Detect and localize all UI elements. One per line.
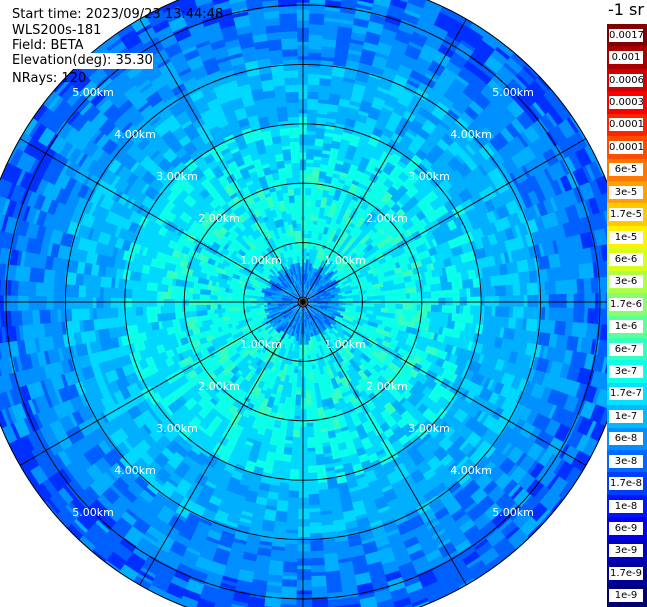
azimuth-spoke bbox=[19, 301, 304, 466]
colorbar-level-label: 0.0003 bbox=[609, 95, 643, 109]
range-label: 2.00km bbox=[366, 212, 408, 225]
colorbar-level-label: 1.7e-9 bbox=[609, 566, 643, 580]
range-label: 5.00km bbox=[492, 506, 534, 519]
range-label: 1.00km bbox=[324, 338, 366, 351]
elevation-label: Elevation(deg): 35.30 bbox=[12, 53, 153, 69]
range-label: 1.00km bbox=[240, 254, 282, 267]
range-label: 5.00km bbox=[72, 506, 114, 519]
colorbar-level-label: 1e-6 bbox=[609, 320, 643, 334]
range-label: 4.00km bbox=[450, 464, 492, 477]
azimuth-spoke bbox=[139, 301, 304, 586]
range-label: 1.00km bbox=[324, 254, 366, 267]
range-label: 3.00km bbox=[408, 422, 450, 435]
range-label: 2.00km bbox=[198, 212, 240, 225]
colorbar-level-label: 1.7e-5 bbox=[609, 208, 643, 222]
colorbar-level-label: 0.0017 bbox=[609, 28, 643, 42]
colorbar-level-label: 1e-8 bbox=[609, 499, 643, 513]
nrays-label: NRays: 120 bbox=[12, 71, 87, 86]
colorbar-level-label: 1.7e-7 bbox=[609, 387, 643, 401]
range-label: 5.00km bbox=[492, 86, 534, 99]
colorbar-level-label: 3e-9 bbox=[609, 544, 643, 558]
colorbar-level-label: 0.001 bbox=[609, 51, 643, 65]
colorbar-level-label: 3e-6 bbox=[609, 275, 643, 289]
range-label: 3.00km bbox=[156, 170, 198, 183]
colorbar-level-label: 0.0001 bbox=[609, 140, 643, 154]
azimuth-spoke bbox=[302, 301, 467, 586]
azimuth-spoke bbox=[302, 18, 467, 303]
range-label: 3.00km bbox=[156, 422, 198, 435]
colorbar-level-label: 1e-5 bbox=[609, 230, 643, 244]
colorbar-level-label: 3e-8 bbox=[609, 454, 643, 468]
range-label: 4.00km bbox=[114, 128, 156, 141]
colorbar-level-label: 3e-5 bbox=[609, 185, 643, 199]
start-time-label: Start time: 2023/09/23 13:44:48 bbox=[12, 7, 224, 22]
range-label: 5.00km bbox=[72, 86, 114, 99]
range-ring-labels: 1.00km 1.00km 1.00km 1.00km 2.00km 2.00km 2.00… bbox=[72, 86, 534, 519]
colorbar: 0.0017 0.001 0.0006 0.0003 0.00017 0.0001 6e-5… bbox=[607, 24, 647, 607]
azimuth-spoke bbox=[139, 18, 304, 303]
field-label: Field: BETA bbox=[12, 38, 84, 53]
colorbar-level-label: 6e-7 bbox=[609, 342, 643, 356]
azimuth-spoke bbox=[302, 301, 587, 466]
range-label: 2.00km bbox=[198, 380, 240, 393]
azimuth-spoke bbox=[302, 138, 587, 303]
colorbar-level-label: 1.7e-6 bbox=[609, 297, 643, 311]
instrument-label: WLS200s-181 bbox=[12, 23, 102, 38]
range-label: 4.00km bbox=[114, 464, 156, 477]
range-label: 4.00km bbox=[450, 128, 492, 141]
azimuth-spoke bbox=[19, 138, 304, 303]
colorbar-level-label: 1e-9 bbox=[609, 589, 643, 603]
colorbar-level-label: 6e-9 bbox=[609, 522, 643, 536]
colorbar-level-label: 0.00017 bbox=[609, 118, 643, 132]
colorbar-level-label: 6e-8 bbox=[609, 432, 643, 446]
colorbar-level-label: 6e-6 bbox=[609, 252, 643, 266]
range-label: 2.00km bbox=[366, 380, 408, 393]
colorbar-level-label: 6e-5 bbox=[609, 163, 643, 177]
colorbar-unit-label: -1 sr bbox=[608, 0, 644, 19]
range-label: 3.00km bbox=[408, 170, 450, 183]
colorbar-level-label: 1.7e-8 bbox=[609, 477, 643, 491]
colorbar-level-label: 3e-7 bbox=[609, 365, 643, 379]
colorbar-level-label: 1e-7 bbox=[609, 409, 643, 423]
range-label: 1.00km bbox=[240, 338, 282, 351]
colorbar-level-label: 0.0006 bbox=[609, 73, 643, 87]
